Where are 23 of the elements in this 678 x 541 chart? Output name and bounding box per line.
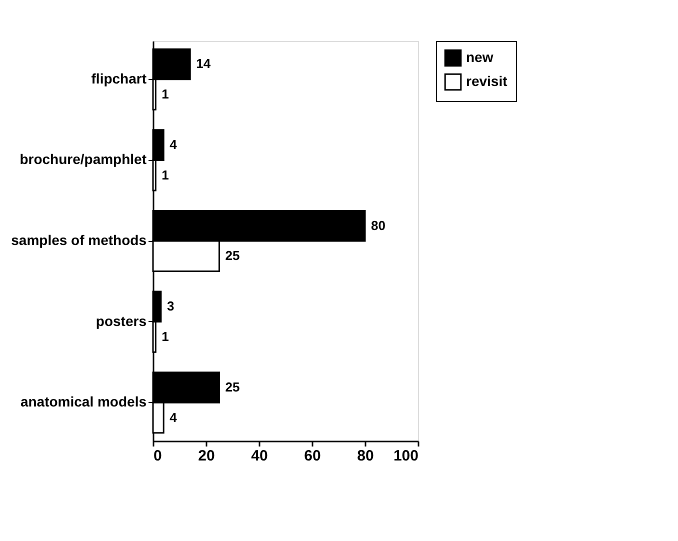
x-tick-label: 20 [198,448,215,464]
data-label: 4 [170,137,178,152]
x-tick-label: 60 [304,448,321,464]
data-label: 25 [225,379,240,394]
y-tick-label: samples of methods [11,232,147,248]
data-label: 25 [225,248,240,264]
data-label: 14 [196,56,212,72]
data-label: 1 [162,167,169,182]
x-tick-label: 100 [393,448,418,464]
y-tick-label: flipchart [91,70,147,86]
y-tick-label: anatomical models [20,394,147,410]
legend-label: revisit [466,73,508,89]
x-tick-label: 40 [251,448,268,464]
x-tick-label: 80 [357,448,374,464]
y-tick-label: brochure/pamphlet [20,151,147,168]
data-label: 3 [166,298,174,314]
data-label: 1 [162,86,169,102]
data-label: 1 [162,328,169,344]
legend-label: new [466,49,494,65]
x-tick-label: 0 [154,448,162,464]
data-label: 80 [371,218,386,233]
data-label: 4 [170,410,178,425]
y-tick-label: posters [96,312,147,329]
